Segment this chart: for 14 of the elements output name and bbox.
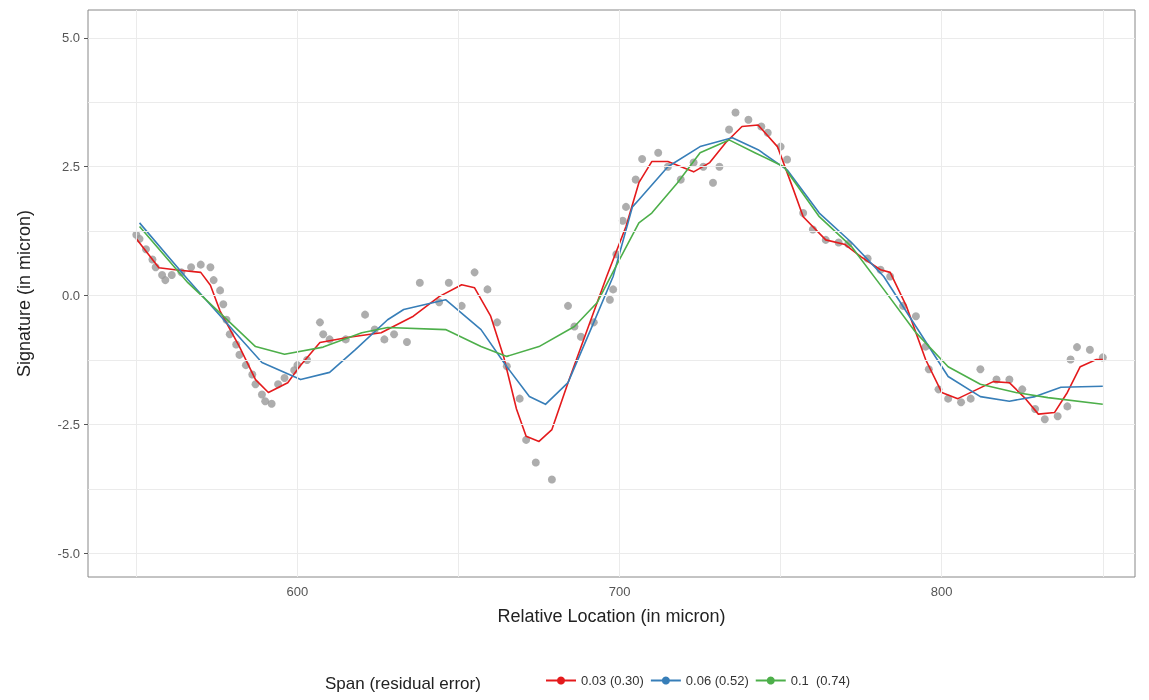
- legend-label: 0.03 (0.30): [581, 673, 644, 688]
- x-tick-label: 800: [930, 584, 953, 599]
- y-tick-label: 0.0: [61, 288, 80, 304]
- y-tick-label: -2.5: [57, 416, 80, 432]
- y-tick-label: 5.0: [61, 30, 80, 46]
- legend-title: Span (residual error): [325, 674, 481, 693]
- legend-label: 0.1 (0.74): [790, 673, 851, 688]
- x-tick-label: 600: [286, 584, 309, 599]
- x-axis-title: Relative Location (in micron): [497, 606, 726, 626]
- y-tick-label: 2.5: [61, 159, 80, 175]
- legend-label: 0.06 (0.52): [685, 673, 749, 688]
- y-tick-label: -5.0: [57, 545, 80, 561]
- x-tick-label: 700: [608, 584, 631, 599]
- y-axis-title: Signature (in micron): [14, 209, 34, 378]
